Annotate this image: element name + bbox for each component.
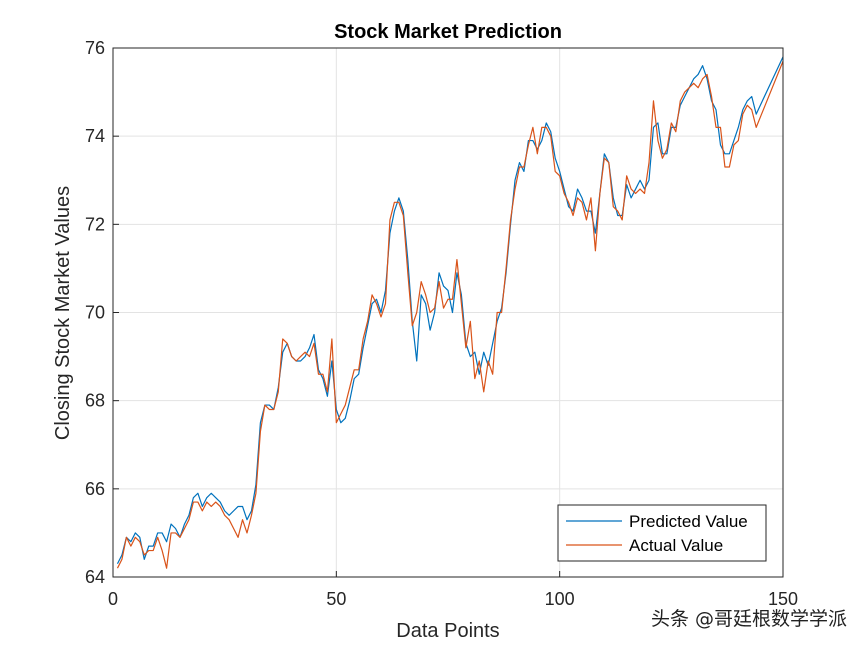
legend-label-actual: Actual Value [629,536,723,555]
legend-box [557,504,767,562]
x-tick-label: 100 [545,589,575,609]
y-axis-label: Closing Stock Market Values [52,186,74,440]
x-tick-label: 150 [768,589,798,609]
legend: Predicted Value Actual Value [557,504,767,562]
series-line-predicted [116,56,784,565]
plot-area: 0 50 100 150 64 66 68 70 72 74 76 [85,38,798,609]
y-tick-label: 70 [85,303,105,323]
series-layer [116,56,784,569]
x-tick-label: 50 [326,589,346,609]
x-axis-label: Data Points [396,620,499,642]
y-tick-label: 76 [85,38,105,58]
y-tick-label: 68 [85,391,105,411]
legend-label-predicted: Predicted Value [629,512,748,531]
y-tick-label: 74 [85,126,105,146]
x-tick-label: 0 [108,589,118,609]
y-tick-label: 72 [85,214,105,234]
chart-title: Stock Market Prediction [334,21,562,43]
series-line-actual [116,60,784,569]
y-tick-label: 66 [85,479,105,499]
ticks: 0 50 100 150 64 66 68 70 72 74 76 [85,38,798,609]
y-tick-label: 64 [85,567,105,587]
watermark: 头条 @哥廷根数学学派 [650,608,847,630]
